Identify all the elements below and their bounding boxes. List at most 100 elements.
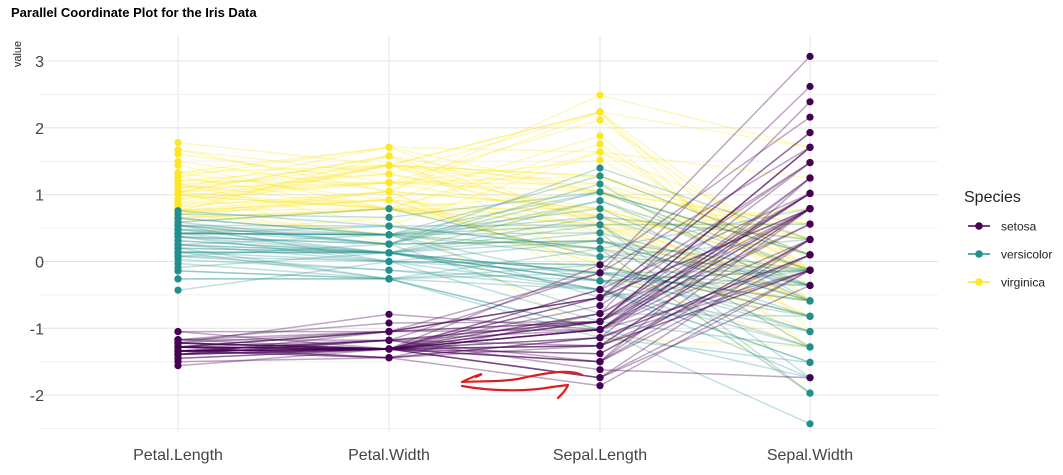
y-tick-label: 3 [35, 54, 44, 71]
setosa-point [596, 334, 604, 342]
versicolor-line-49 [177, 247, 811, 302]
virginica-line-36 [177, 155, 811, 226]
versicolor-line-16 [177, 232, 811, 282]
versicolor-line-39 [177, 251, 811, 348]
series-lines [177, 55, 811, 425]
setosa-line-20 [177, 208, 811, 350]
versicolor-line-15 [177, 191, 811, 256]
versicolor-point [596, 253, 604, 261]
versicolor-point [806, 297, 814, 305]
setosa-line-47 [177, 238, 811, 363]
setosa-line-14 [177, 116, 811, 360]
virginica-line-33 [177, 209, 811, 302]
setosa-point [385, 336, 393, 344]
virginica-line-28 [177, 181, 811, 302]
setosa-point [806, 374, 814, 382]
versicolor-line-23 [177, 224, 811, 302]
setosa-point [596, 310, 604, 318]
virginica-line-41 [177, 164, 811, 256]
versicolor-line-18 [177, 232, 811, 394]
virginica-line-7 [177, 143, 811, 287]
versicolor-point [385, 249, 393, 257]
setosa-point [596, 318, 604, 326]
versicolor-line-29 [177, 270, 811, 333]
virginica-line-30 [177, 135, 811, 302]
legend-label-versicolor: versicolor [1001, 248, 1052, 262]
red-annotation-stroke [460, 370, 584, 400]
versicolor-line-34 [177, 232, 811, 299]
virginica-line-25 [177, 151, 811, 241]
virginica-line-20 [177, 164, 811, 241]
virginica-line-9 [177, 146, 811, 179]
setosa-point [385, 354, 393, 362]
versicolor-point [806, 312, 814, 320]
versicolor-point [385, 266, 393, 274]
versicolor-point [596, 221, 604, 229]
setosa-line-0 [177, 192, 811, 352]
setosa-point [596, 286, 604, 294]
setosa-line-39 [177, 208, 811, 350]
setosa-point [174, 362, 182, 370]
versicolor-line-48 [177, 260, 811, 348]
virginica-point [596, 156, 604, 164]
setosa-line-6 [177, 208, 811, 363]
virginica-line-49 [177, 207, 811, 271]
x-tick-label-Sepal.Length: Sepal.Length [553, 447, 647, 464]
virginica-point [385, 179, 393, 187]
versicolor-point [174, 207, 182, 215]
versicolor-point [596, 205, 604, 213]
setosa-line-8 [177, 284, 811, 379]
virginica-point [596, 148, 604, 156]
legend: Species setosa versicolor virginica [964, 189, 1052, 290]
versicolor-line-22 [177, 217, 811, 348]
versicolor-line-6 [177, 223, 811, 227]
setosa-line-21 [177, 162, 811, 348]
versicolor-line-45 [177, 244, 811, 274]
virginica-line-8 [177, 183, 811, 348]
setosa-line-26 [177, 208, 811, 344]
versicolor-point [596, 277, 604, 285]
versicolor-line-0 [177, 167, 811, 245]
virginica-point [596, 140, 604, 148]
virginica-line-45 [177, 164, 811, 271]
virginica-line-1 [177, 199, 811, 318]
versicolor-line-26 [177, 183, 811, 302]
setosa-point [174, 347, 182, 355]
setosa-point [806, 143, 814, 151]
setosa-line-24 [177, 208, 811, 350]
versicolor-line-47 [177, 232, 811, 287]
virginica-point [385, 161, 393, 169]
versicolor-point [596, 229, 604, 237]
setosa-line-23 [177, 223, 811, 341]
versicolor-line-25 [177, 199, 811, 271]
virginica-line-13 [177, 190, 811, 348]
versicolor-line-43 [178, 278, 811, 379]
grid [40, 35, 938, 432]
setosa-point [806, 220, 814, 228]
setosa-point [806, 281, 814, 290]
setosa-line-19 [177, 146, 811, 348]
setosa-point [596, 374, 604, 382]
x-tick-label-Petal.Width: Petal.Width [348, 447, 430, 464]
virginica-line-40 [177, 155, 811, 256]
setosa-point [596, 261, 604, 269]
virginica-line-26 [177, 207, 811, 302]
versicolor-line-42 [177, 251, 811, 333]
virginica-line-37 [177, 194, 811, 256]
virginica-line-4 [177, 173, 811, 271]
legend-label-setosa: setosa [1001, 220, 1037, 234]
x-tick-labels: Petal.Length Petal.Width Sepal.Length Sepal… [133, 447, 853, 464]
y-axis-label: value [12, 41, 24, 67]
virginica-line-15 [177, 164, 811, 241]
chart-title: Parallel Coordinate Plot for the Iris Da… [11, 5, 257, 20]
virginica-line-14 [177, 155, 811, 302]
setosa-point [385, 345, 393, 353]
versicolor-line-31 [177, 262, 811, 364]
virginica-line-2 [177, 159, 811, 271]
y-tick-label: 0 [35, 255, 44, 272]
setosa-line-46 [177, 146, 811, 350]
virginica-line-38 [177, 207, 811, 271]
setosa-line-2 [177, 238, 811, 356]
versicolor-line-10 [177, 270, 811, 425]
virginica-line-35 [177, 111, 811, 271]
